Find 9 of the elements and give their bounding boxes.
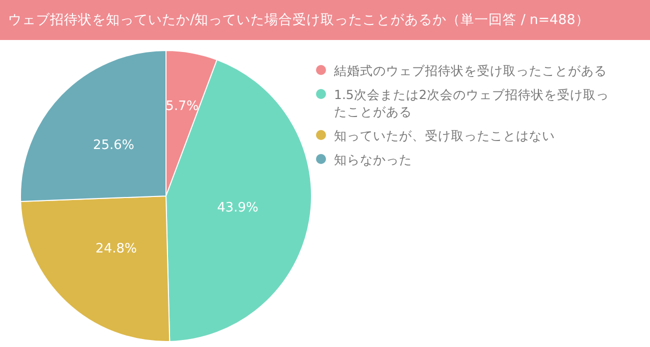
chart-title: ウェブ招待状を知っていたか/知っていた場合受け取ったことがあるか（単一回答 / n=488） [0, 0, 650, 40]
legend-label: 知らなかった [334, 151, 412, 168]
legend-label: 知っていたが、受け取ったことはない [334, 127, 555, 144]
data-label: 25.6% [92, 138, 134, 153]
legend-label: 結婚式のウェブ招待状を受け取ったことがある [334, 62, 607, 79]
data-label: 5.7% [166, 98, 199, 114]
legend-label: 1.5次会または2次会のウェブ招待状を受け取ったことがある [334, 86, 610, 120]
data-label: 43.9% [217, 200, 258, 216]
data-label: 24.8% [96, 241, 137, 256]
